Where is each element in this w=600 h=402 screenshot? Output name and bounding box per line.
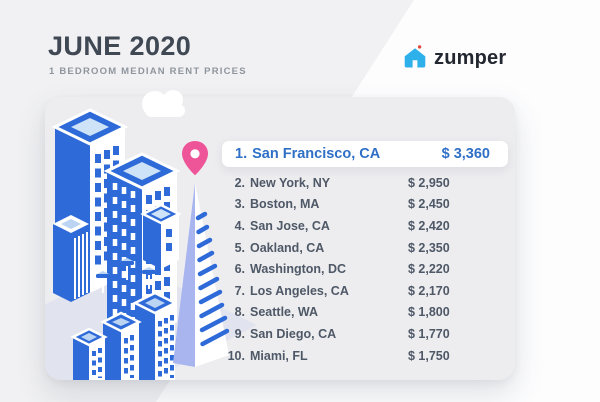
price-value: $ 2,950 xyxy=(408,175,450,190)
location-pin-icon xyxy=(182,141,208,176)
ranking-row: 8. Seattle, WA $ 1,800 xyxy=(219,302,478,324)
price-value: $ 1,770 xyxy=(408,326,450,341)
rank-number: 7. xyxy=(234,283,245,298)
rank-number: 8. xyxy=(234,305,245,320)
page-title: JUNE 2020 xyxy=(48,31,192,61)
city-name: New York, NY xyxy=(250,175,331,190)
rank-number: 5. xyxy=(234,240,245,255)
city-name: San Diego, CA xyxy=(250,326,337,341)
price-value: $ 2,220 xyxy=(408,262,450,277)
rank-number: 2. xyxy=(234,175,245,190)
price-value: $ 2,350 xyxy=(408,240,450,255)
ranking-rows: 2. New York, NY $ 2,950 3. Boston, MA $ … xyxy=(219,172,478,366)
ranking-row: 2. New York, NY $ 2,950 xyxy=(219,172,478,194)
city-name: Boston, MA xyxy=(250,197,320,212)
page-subtitle: 1 BEDROOM MEDIAN RENT PRICES xyxy=(49,66,247,77)
price-value: $ 3,360 xyxy=(441,146,490,162)
price-value: $ 2,170 xyxy=(408,283,450,298)
ranking-row: 6. Washington, DC $ 2,220 xyxy=(219,258,478,280)
ranking-row-highlighted: 1. San Francisco, CA $ 3,360 xyxy=(222,141,508,167)
rent-report-card: 1. San Francisco, CA $ 3,360 2. New York… xyxy=(45,97,515,380)
rank-number: 6. xyxy=(234,262,245,277)
ranking-row: 10. Miami, FL $ 1,750 xyxy=(219,345,478,367)
logo-wordmark: zumper xyxy=(434,47,507,69)
ranking-row: 3. Boston, MA $ 2,450 xyxy=(219,194,478,216)
top-ranking-label: 1. San Francisco, CA xyxy=(235,146,380,162)
city-name: Washington, DC xyxy=(250,262,347,277)
city-name: Oakland, CA xyxy=(250,240,325,255)
price-value: $ 1,800 xyxy=(408,305,450,320)
price-value: $ 1,750 xyxy=(408,348,450,363)
ranking-row: 5. Oakland, CA $ 2,350 xyxy=(219,237,478,259)
logo-dot-icon xyxy=(417,45,422,49)
city-name: Miami, FL xyxy=(250,348,308,363)
city-name: Seattle, WA xyxy=(250,305,319,320)
city-name: San Jose, CA xyxy=(250,218,330,233)
city-name: Los Angeles, CA xyxy=(250,283,349,298)
ranking-row: 4. San Jose, CA $ 2,420 xyxy=(219,215,478,237)
rank-number: 1. xyxy=(235,146,248,162)
price-value: $ 2,450 xyxy=(408,197,450,212)
rank-number: 9. xyxy=(234,326,245,341)
rank-number: 3. xyxy=(234,197,245,212)
zumper-logo: zumper xyxy=(403,45,506,69)
rank-number: 4. xyxy=(234,218,245,233)
city-name: San Francisco, CA xyxy=(252,146,381,162)
ranking-row: 7. Los Angeles, CA $ 2,170 xyxy=(219,280,478,302)
ranking-row: 9. San Diego, CA $ 1,770 xyxy=(219,323,478,345)
price-value: $ 2,420 xyxy=(408,218,450,233)
house-icon xyxy=(404,45,426,68)
rank-number: 10. xyxy=(227,348,245,363)
street-lamps xyxy=(96,258,156,293)
